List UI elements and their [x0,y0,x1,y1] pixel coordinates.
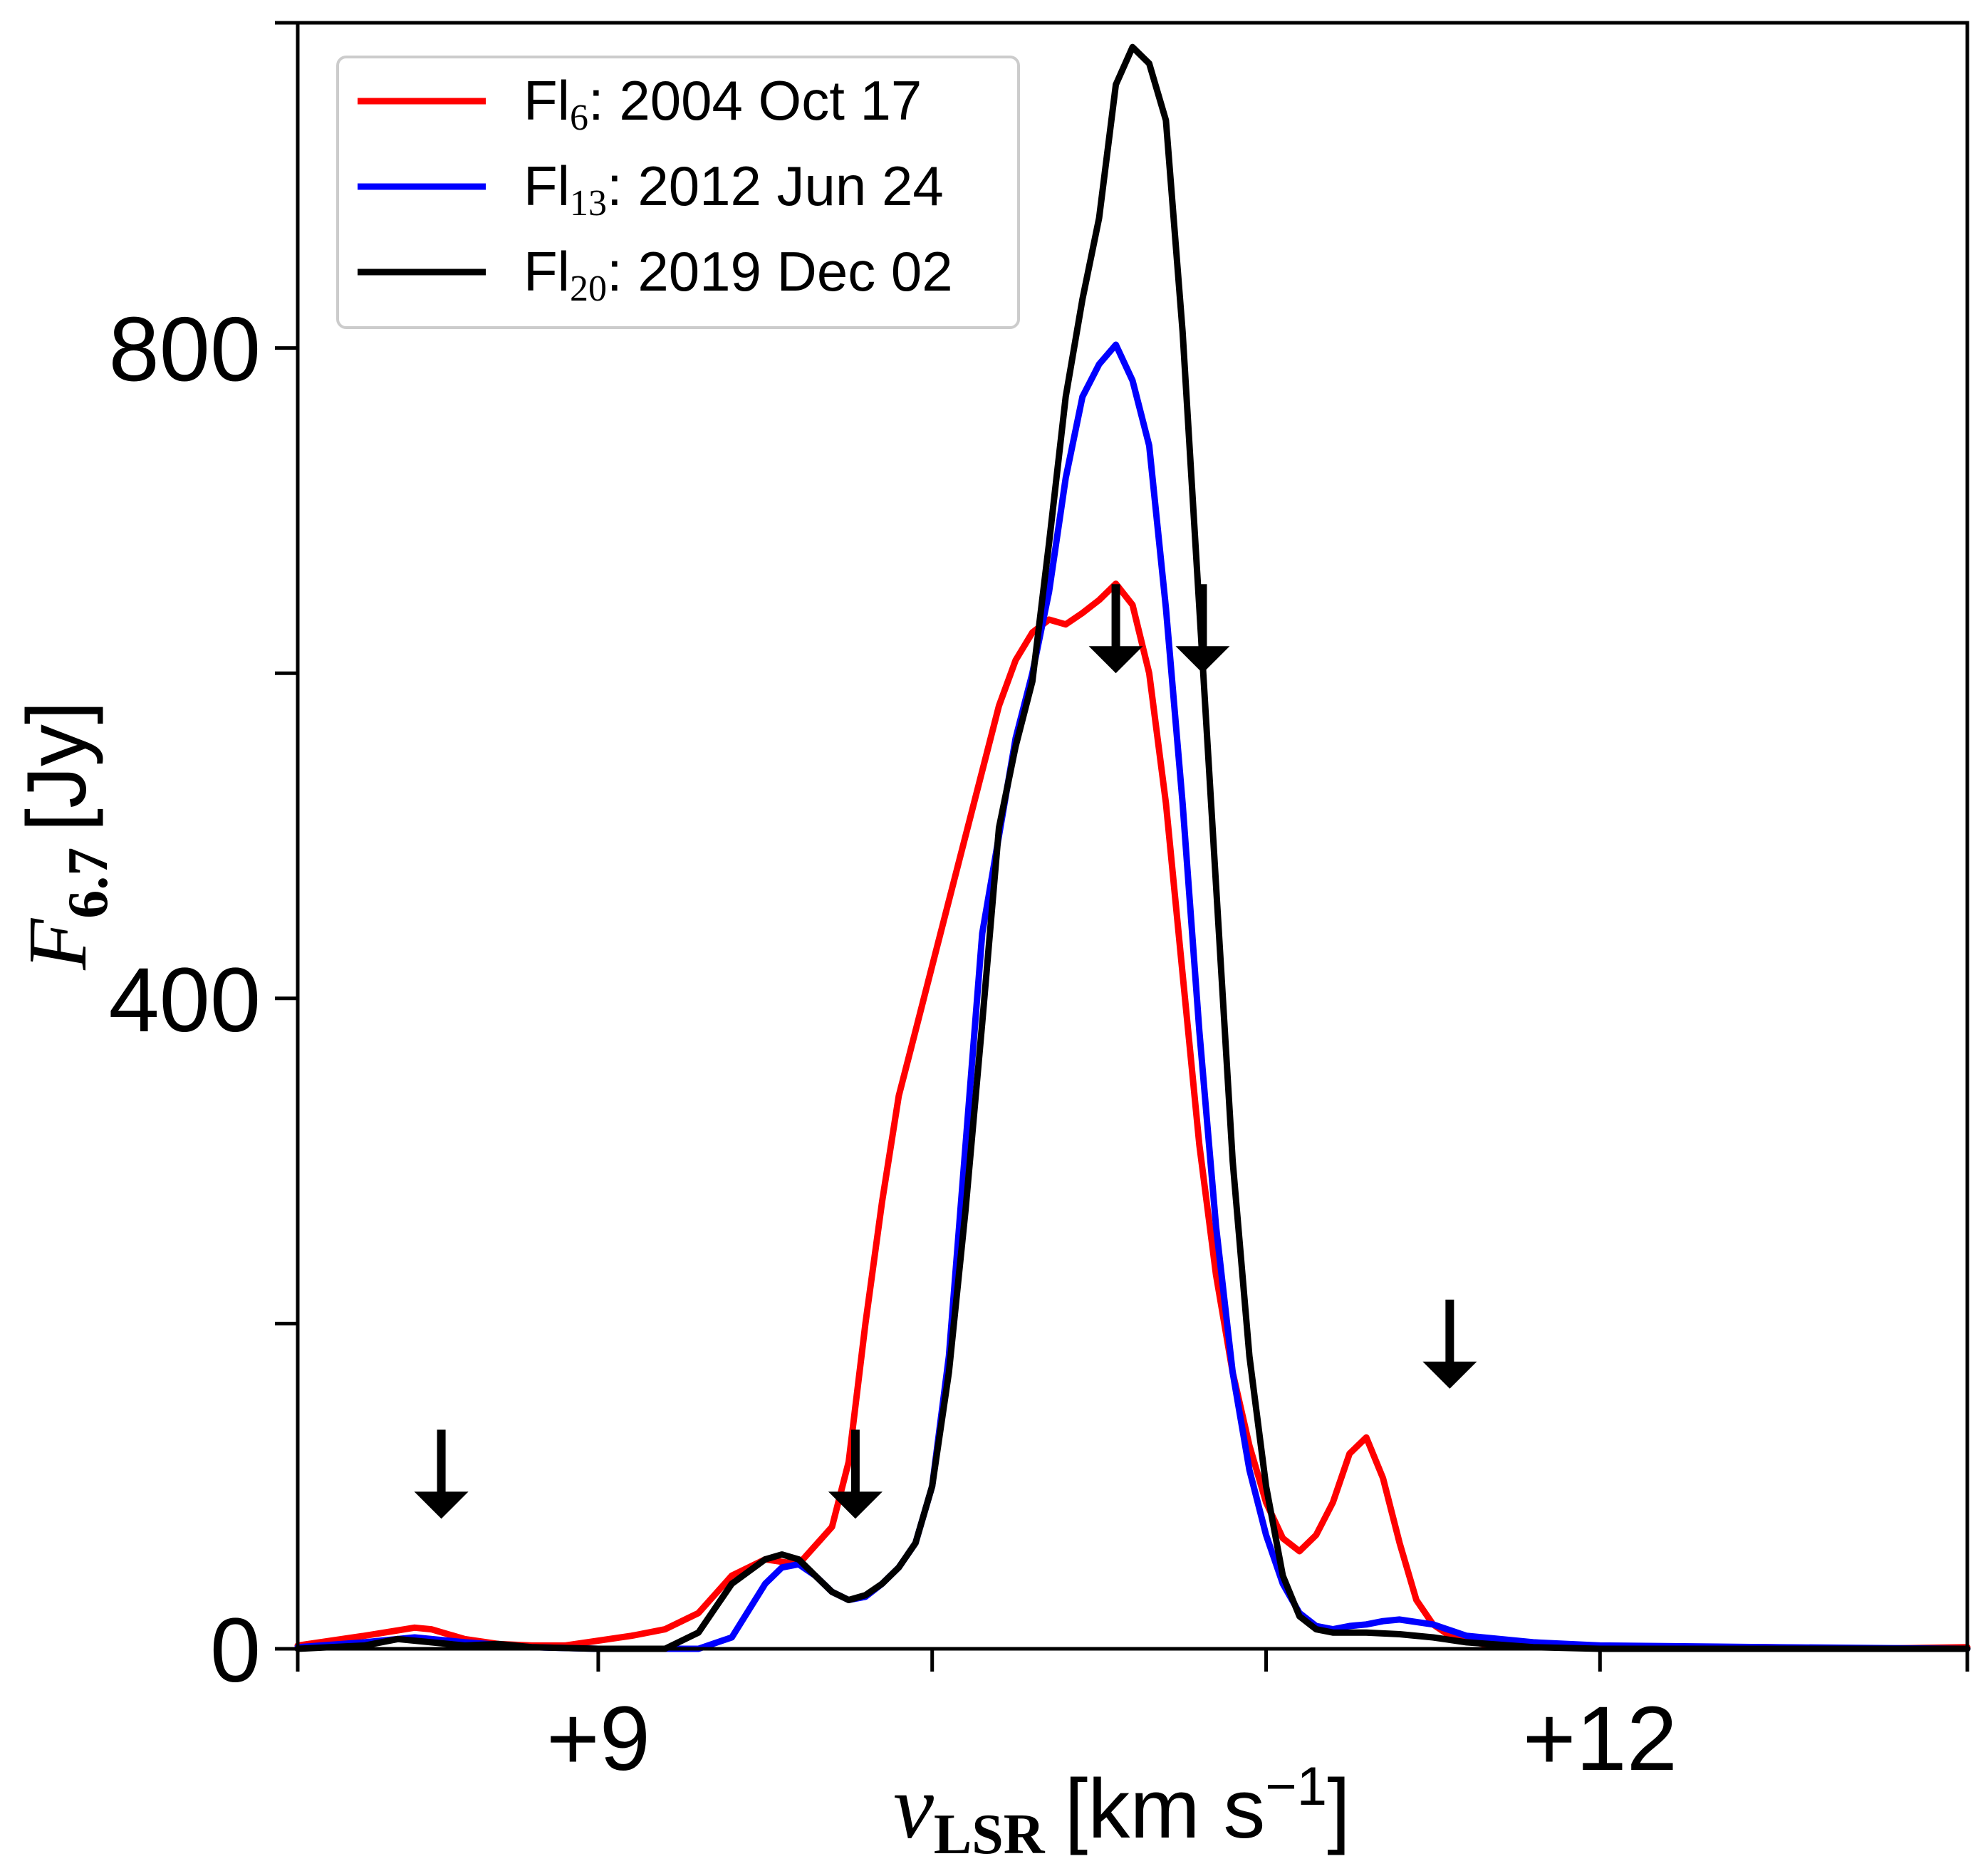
legend: Fl6: 2004 Oct 17 Fl13: 2012 Jun 24 Fl20:… [336,56,1020,329]
series-layer [294,43,1971,1652]
x-axis-exponent: −1 [1265,1756,1327,1817]
annotation-arrow-5 [1422,1299,1477,1389]
legend-label-1: Fl6: 2004 Oct 17 [524,69,922,138]
y-axis-subscript: 6.7 [57,848,120,919]
arrow-head-5 [1422,1361,1477,1389]
legend-entry-3: Fl20: 2019 Dec 02 [358,240,953,309]
tick-label-layer: +9 +12 0 400 800 [108,299,1677,1790]
arrow-head-1 [414,1491,469,1519]
annotation-arrow-2 [828,1429,883,1519]
arrow-head-2 [828,1491,883,1519]
series-line-1 [294,580,1971,1652]
tick-layer [275,21,1969,1672]
y-axis-symbol: F [11,917,104,971]
x-tick-label-1: +9 [546,1688,650,1790]
y-tick-label-3: 800 [108,299,261,401]
x-tick-label-2: +12 [1523,1688,1677,1790]
legend-entry-2: Fl13: 2012 Jun 24 [358,155,944,224]
annotation-arrow-4 [1175,584,1230,674]
annotation-arrow-3 [1088,584,1143,674]
x-axis-close: ] [1327,1762,1350,1856]
arrow-layer [414,584,1477,1519]
annotation-arrow-1 [414,1429,469,1519]
legend-label-3: Fl20: 2019 Dec 02 [524,240,953,309]
legend-box [336,56,1020,329]
legend-label-2: Fl13: 2012 Jun 24 [524,155,944,224]
x-axis-label: vLSR [km s−1] [893,1756,1350,1866]
arrow-head-3 [1088,646,1143,674]
x-axis-units: [km s [1065,1762,1266,1856]
y-tick-label-2: 400 [108,949,261,1051]
series-line-3 [294,43,1971,1652]
arrow-head-4 [1175,646,1230,674]
y-tick-label-1: 0 [210,1600,261,1702]
plot-frame [296,21,1969,1651]
y-axis-label: F6.7 [Jy] [10,701,120,971]
series-line-2 [294,341,1971,1652]
legend-entry-1: Fl6: 2004 Oct 17 [358,69,922,138]
y-axis-units: [Jy] [10,701,104,832]
x-axis-symbol: v [893,1756,934,1857]
x-axis-subscript: LSR [934,1803,1046,1866]
